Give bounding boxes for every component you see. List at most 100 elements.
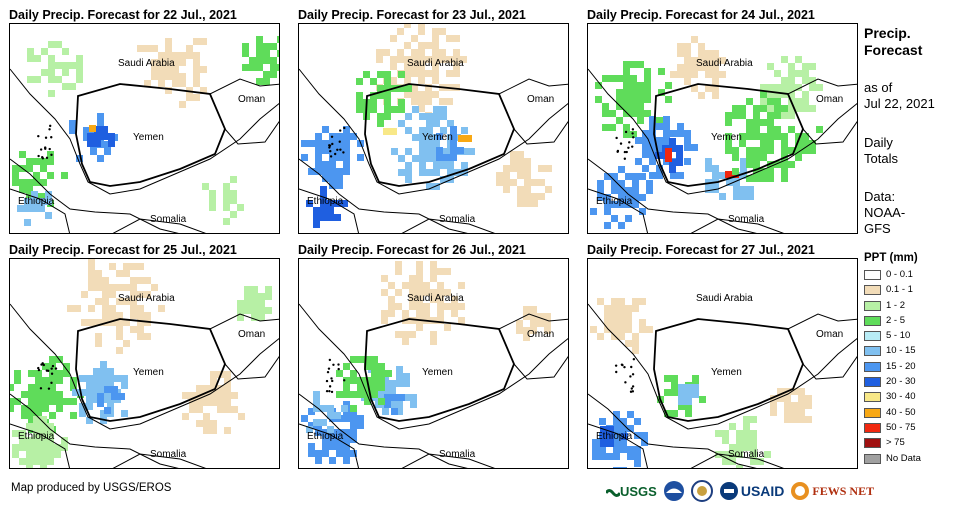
precip-cell xyxy=(719,71,726,78)
precip-cell xyxy=(357,415,364,422)
map-label-yemen: Yemen xyxy=(422,132,453,143)
island-dot xyxy=(331,142,334,146)
precip-cell xyxy=(364,356,371,363)
legend-label: 1 - 2 xyxy=(886,299,906,311)
precip-cell xyxy=(670,172,677,179)
legend-swatch xyxy=(864,315,881,326)
panel-title-6: Daily Precip. Forecast for 27 Jul., 2021 xyxy=(587,243,815,257)
legend-label: 50 - 75 xyxy=(886,421,916,433)
precip-cell xyxy=(623,61,630,68)
precip-cell xyxy=(625,187,632,194)
precip-cell xyxy=(637,117,644,124)
precip-cell xyxy=(623,89,630,96)
precip-cell xyxy=(31,205,38,212)
precip-cell xyxy=(516,320,523,327)
precip-cell xyxy=(336,443,343,450)
precip-cell xyxy=(223,183,230,190)
forecast-map-22-jul: Saudi Arabia Oman Yemen Ethiopia Somalia xyxy=(9,23,280,234)
precip-cell xyxy=(805,402,812,409)
precip-cell xyxy=(86,389,93,396)
precip-cell xyxy=(179,101,186,108)
precip-cell xyxy=(600,433,607,440)
precip-cell xyxy=(795,84,802,91)
precip-cell xyxy=(684,71,691,78)
precip-cell xyxy=(620,439,627,446)
precip-cell xyxy=(343,377,350,384)
precip-cell xyxy=(447,162,454,169)
precip-cell xyxy=(795,105,802,112)
precip-cell xyxy=(45,198,52,205)
precip-cell xyxy=(371,370,378,377)
precip-cell xyxy=(137,45,144,52)
precip-cell xyxy=(391,148,398,155)
precip-cell xyxy=(102,277,109,284)
precip-cell xyxy=(678,384,685,391)
precip-cell xyxy=(611,312,618,319)
precip-cell xyxy=(398,169,405,176)
precip-cell xyxy=(33,172,40,179)
country-border xyxy=(10,393,179,468)
precip-cell xyxy=(595,96,602,103)
precip-cell xyxy=(774,98,781,105)
precip-cell xyxy=(357,422,364,429)
precip-cell xyxy=(781,112,788,119)
precip-cell xyxy=(616,117,623,124)
precip-cell xyxy=(123,270,130,277)
precip-cell xyxy=(418,56,425,63)
precip-cell xyxy=(691,36,698,43)
map-label-ethiopia: Ethiopia xyxy=(596,431,633,442)
precip-cell xyxy=(625,340,632,347)
precip-cell xyxy=(256,50,263,57)
precip-cell xyxy=(510,158,517,165)
precip-cell xyxy=(182,392,189,399)
precip-cell xyxy=(200,38,207,45)
country-border xyxy=(224,120,279,145)
precip-cell xyxy=(436,147,443,154)
precip-cell xyxy=(461,162,468,169)
precip-cell xyxy=(802,140,809,147)
precip-cell xyxy=(329,168,336,175)
precip-cell xyxy=(224,378,231,385)
precip-cell xyxy=(341,200,348,207)
precip-cell xyxy=(49,377,56,384)
precip-cell xyxy=(468,148,475,155)
map-label-saudi: Saudi Arabia xyxy=(696,293,753,304)
precip-cell xyxy=(12,451,19,458)
precip-cell xyxy=(313,398,320,405)
precip-cell xyxy=(104,141,111,148)
precip-cell xyxy=(597,194,604,201)
precip-cell xyxy=(322,168,329,175)
island-dot xyxy=(37,366,40,370)
precip-cell xyxy=(70,412,77,419)
precip-cell xyxy=(63,398,70,405)
precip-cell xyxy=(423,310,430,317)
precip-cell xyxy=(729,451,736,458)
precip-cell xyxy=(377,113,384,120)
precip-cell xyxy=(691,71,698,78)
precip-cell xyxy=(244,307,251,314)
precip-cell xyxy=(453,56,460,63)
precip-cell xyxy=(412,134,419,141)
precip-cell xyxy=(336,133,343,140)
precip-cell xyxy=(19,430,26,437)
island-dot xyxy=(328,358,332,362)
precip-cell xyxy=(320,405,327,412)
precip-cell xyxy=(791,402,798,409)
precip-cell xyxy=(391,394,398,401)
precip-cell xyxy=(642,151,649,158)
precip-cell xyxy=(440,127,447,134)
precip-cell xyxy=(26,444,33,451)
precip-cell xyxy=(49,412,56,419)
precip-cell xyxy=(356,99,363,106)
precip-cell xyxy=(411,84,418,91)
precip-cell xyxy=(625,194,632,201)
precip-cell xyxy=(336,175,343,182)
precip-cell xyxy=(265,286,272,293)
precip-cell xyxy=(48,69,55,76)
precip-cell xyxy=(802,147,809,154)
precip-cell xyxy=(210,399,217,406)
precip-cell xyxy=(809,63,816,70)
country-border xyxy=(10,188,71,233)
precip-cell xyxy=(433,169,440,176)
precip-cell xyxy=(217,392,224,399)
